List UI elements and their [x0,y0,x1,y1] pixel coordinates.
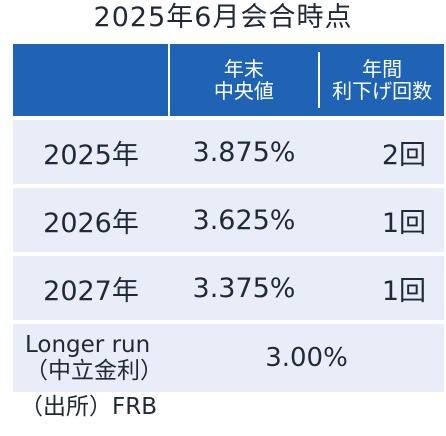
table-row: 2025年 3.875% 2回 [13,120,444,184]
row-cut-count: 2回 [381,139,426,171]
header-col1-line2: 中央値 [213,79,274,103]
table-header: 年末 中央値 年間 利下げ回数 [13,44,444,116]
row-year: 2026年 [43,207,139,239]
header-year-end-median: 年末 中央値 [170,44,319,116]
header-col1-line1: 年末 [223,57,264,81]
row-year: 2025年 [43,139,139,171]
header-divider [318,52,321,108]
header-col2-line1: 年間 [362,57,403,81]
table-row: 2027年 3.375% 1回 [13,256,444,320]
table-row: 2026年 3.625% 1回 [13,188,444,252]
header-divider [167,44,170,116]
longer-run-label-line2: （中立金利） [25,358,163,384]
longer-run-label-line1: Longer run [25,332,151,358]
longer-run-row: Longer run （中立金利） 3.00% [13,324,444,392]
header-annual-cuts: 年間 利下げ回数 [320,44,444,116]
row-year: 2027年 [43,275,139,307]
longer-run-label: Longer run （中立金利） [13,332,169,384]
header-col2-line2: 利下げ回数 [332,79,433,103]
row-cut-count: 1回 [381,207,426,239]
row-cut-count: 1回 [381,275,426,307]
header-blank-cell [13,44,168,116]
row-median-rate: 3.625% [192,204,296,236]
projection-table: 年末 中央値 年間 利下げ回数 2025年 3.875% 2回 2026年 3.… [13,44,444,392]
row-median-rate: 3.875% [192,136,296,168]
longer-run-value: 3.00% [265,343,348,373]
page-title: 2025年6月会合時点 [93,2,353,33]
row-median-rate: 3.375% [192,272,296,304]
source-note: （出所）FRB [20,394,157,420]
